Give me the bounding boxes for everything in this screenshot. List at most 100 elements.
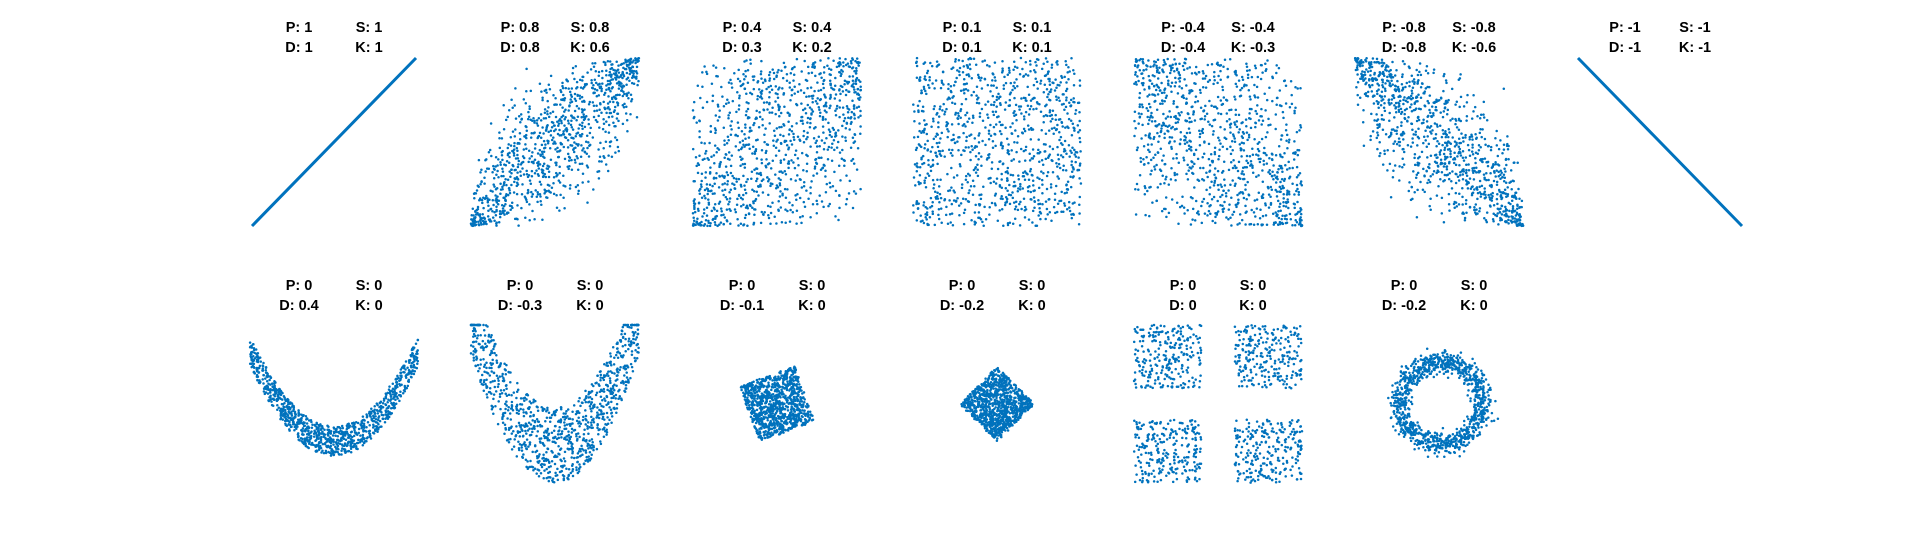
scatter-point — [980, 164, 983, 167]
scatter-point — [1504, 170, 1507, 173]
scatter-point — [1245, 198, 1248, 201]
scatter-point — [946, 222, 950, 225]
scatter-point — [582, 147, 585, 150]
scatter-point — [811, 203, 815, 206]
scatter-point — [1461, 186, 1464, 190]
scatter-point — [751, 188, 754, 192]
scatter-point — [800, 70, 803, 73]
scatter-point — [729, 133, 733, 136]
scatter-point — [566, 146, 570, 149]
scatter-point — [1499, 177, 1502, 181]
scatter-point — [621, 76, 624, 80]
scatter-point — [914, 148, 918, 152]
scatter-point — [1443, 162, 1447, 166]
scatter-point — [920, 156, 923, 160]
scatter-point — [1449, 155, 1452, 158]
scatter-point — [733, 187, 737, 191]
scatter-point — [938, 192, 942, 196]
scatter-point — [1284, 205, 1288, 208]
scatter-point — [1401, 157, 1404, 161]
scatter-point — [727, 116, 730, 120]
scatter-point — [729, 78, 732, 82]
scatter-point — [550, 125, 554, 129]
scatter-point — [1275, 103, 1278, 107]
scatter-point — [525, 147, 528, 150]
scatter-point — [1194, 199, 1198, 203]
scatter-point — [525, 169, 528, 173]
scatter-point — [1450, 187, 1454, 190]
scatter-point — [837, 64, 841, 68]
scatter-point — [541, 126, 544, 129]
scatter-point — [818, 194, 821, 197]
scatter-point — [981, 220, 984, 224]
scatter-point — [975, 94, 978, 97]
scatter-point — [824, 101, 828, 105]
scatter-point — [812, 174, 815, 177]
scatter-point — [992, 103, 996, 107]
scatter-point — [760, 97, 764, 100]
scatter-point — [1137, 79, 1140, 83]
scatter-point — [796, 90, 800, 94]
scatter-point — [1419, 73, 1423, 77]
scatter-point — [1408, 105, 1412, 109]
scatter-point — [1515, 218, 1519, 221]
scatter-point — [1433, 100, 1437, 104]
scatter-point — [1281, 184, 1284, 188]
scatter-point — [1369, 74, 1372, 77]
scatter-point — [1386, 169, 1389, 172]
scatter-point — [978, 132, 981, 135]
scatter-point — [1048, 109, 1052, 112]
scatter-point — [1019, 185, 1022, 188]
scatter-point — [1468, 135, 1472, 139]
scatter-point — [1147, 161, 1150, 165]
scatter-point — [593, 78, 597, 82]
scatter-point — [1229, 131, 1232, 134]
scatter-point — [1004, 81, 1008, 85]
scatter-point — [1026, 124, 1030, 127]
scatter-point — [1386, 75, 1389, 79]
scatter-point — [623, 67, 627, 71]
scatter-point — [1069, 185, 1073, 189]
scatter-point — [848, 75, 851, 78]
scatter-point — [949, 89, 953, 93]
scatter-point — [1462, 168, 1465, 171]
scatter-point — [1162, 112, 1165, 116]
scatter-point — [844, 93, 848, 97]
scatter-point — [1425, 145, 1429, 148]
scatter-point — [1148, 118, 1151, 122]
scatter-point — [541, 175, 545, 179]
scatter-point — [1168, 110, 1171, 113]
scatter-point — [1004, 126, 1007, 129]
scatter-point — [575, 155, 578, 158]
scatter-point — [1278, 190, 1281, 193]
scatter-point — [845, 88, 848, 92]
scatter-point — [1506, 194, 1509, 198]
scatter-point — [818, 156, 821, 160]
scatter-point — [744, 113, 748, 117]
scatter-point — [1015, 150, 1018, 154]
scatter-point — [1394, 111, 1398, 114]
scatter-point — [939, 207, 943, 210]
scatter-point — [745, 59, 748, 62]
scatter-point — [709, 221, 712, 225]
scatter-point — [1426, 156, 1429, 159]
scatter-point — [592, 115, 596, 119]
scatter-point — [730, 154, 734, 157]
scatter-point — [854, 72, 858, 75]
scatter-point — [573, 141, 576, 144]
scatter-point — [975, 145, 979, 148]
scatter-point — [1078, 177, 1081, 180]
stat-label-k: K: 0.1 — [1012, 40, 1052, 56]
scatter-point — [607, 131, 611, 134]
scatter-point — [515, 146, 519, 150]
scatter-point — [1289, 218, 1293, 221]
scatter-point — [1446, 148, 1450, 151]
scatter-point — [1428, 108, 1431, 112]
scatter-point — [569, 93, 573, 97]
scatter-point — [1376, 147, 1379, 151]
scatter-point — [778, 105, 781, 109]
scatter-point — [744, 137, 747, 141]
scatter-point — [576, 115, 580, 119]
scatter-point — [1284, 102, 1288, 105]
scatter-point — [508, 155, 511, 159]
